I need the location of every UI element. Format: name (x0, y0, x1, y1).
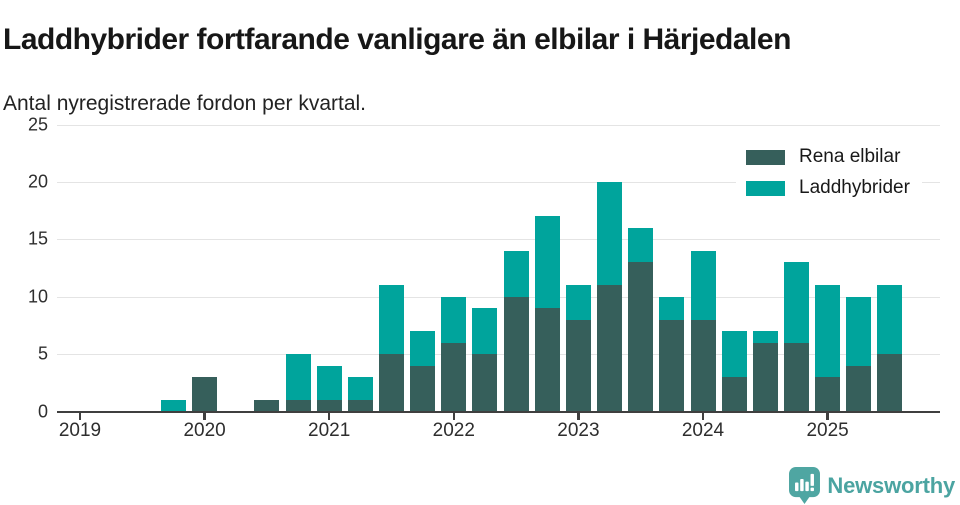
bar-2022-q2-laddhybrider (472, 308, 498, 355)
bar-2021-q2-laddhybrider (347, 377, 373, 400)
brand-footer: Newsworthy (789, 467, 955, 504)
bar-2024-q2-rena-elbilar (721, 377, 747, 412)
bar-2022-q1-rena-elbilar (441, 342, 467, 412)
bar-2023-q2-rena-elbilar (597, 285, 623, 412)
bar-2022-q4-laddhybrider (534, 216, 560, 309)
bar-2019-q4-laddhybrider (160, 400, 186, 412)
x-axis-label-2021: 2021 (308, 419, 351, 441)
bar-2022-q2-rena-elbilar (472, 354, 498, 412)
legend-swatch-rena-elbilar (746, 149, 785, 165)
bar-2021-q4-rena-elbilar (410, 365, 436, 412)
bar-2020-q4-laddhybrider (285, 354, 311, 400)
x-axis-tick-2019 (78, 413, 82, 420)
bar-2023-q2-laddhybrider (597, 181, 623, 286)
bar-2020-q4-rena-elbilar (285, 400, 311, 412)
bar-2025-q3-laddhybrider (877, 285, 903, 355)
bar-2021-q1-laddhybrider (316, 365, 342, 401)
gridline-y15 (57, 239, 940, 241)
bar-2025-q2-laddhybrider (846, 296, 872, 366)
legend-item-laddhybrider: Laddhybrider (746, 177, 910, 199)
bar-2022-q1-laddhybrider (441, 296, 467, 343)
y-axis-label-5: 5 (37, 343, 48, 364)
bar-2021-q2-rena-elbilar (347, 400, 373, 412)
gridline-y5 (57, 354, 940, 356)
x-axis-tick-2025 (826, 413, 829, 420)
bar-2023-q1-laddhybrider (565, 285, 591, 320)
newsworthy-logo-icon (789, 467, 821, 504)
bar-2023-q3-laddhybrider (628, 227, 654, 263)
legend-swatch-laddhybrider (746, 180, 785, 196)
bar-2022-q4-rena-elbilar (534, 308, 560, 412)
x-axis-label-2019: 2019 (58, 419, 102, 441)
x-axis-label-2025: 2025 (806, 419, 849, 441)
x-axis-label-2022: 2022 (432, 419, 475, 441)
bar-2021-q1-rena-elbilar (316, 400, 342, 412)
x-axis-tick-2022 (452, 413, 456, 420)
legend-label: Rena elbilar (799, 146, 901, 167)
chart-legend: Rena elbilar Laddhybrider (736, 139, 922, 206)
bar-2025-q1-rena-elbilar (815, 377, 841, 412)
bar-2023-q3-rena-elbilar (628, 262, 654, 412)
gridline-y20 (57, 181, 940, 183)
x-axis-label-2024: 2024 (681, 419, 725, 441)
bar-2024-q3-rena-elbilar (752, 342, 778, 412)
bar-2025-q3-rena-elbilar (877, 354, 903, 412)
legend-label: Laddhybrider (799, 177, 910, 198)
bar-2020-q1-rena-elbilar (192, 377, 218, 412)
bar-2025-q2-rena-elbilar (846, 365, 872, 412)
bar-2024-q4-rena-elbilar (783, 342, 809, 412)
x-axis-tick-2024 (701, 413, 705, 420)
bar-2025-q1-laddhybrider (815, 285, 841, 378)
gridline-y10 (57, 296, 940, 298)
gridline-y25 (57, 124, 940, 126)
bar-2024-q4-laddhybrider (783, 262, 809, 343)
x-axis-tick-2020 (203, 413, 206, 420)
bar-2022-q3-rena-elbilar (503, 296, 529, 412)
bar-2024-q1-rena-elbilar (690, 319, 716, 412)
bar-2023-q1-rena-elbilar (565, 319, 591, 412)
bar-2024-q2-laddhybrider (721, 331, 747, 378)
x-axis-tick-2021 (327, 413, 331, 420)
y-axis-label-20: 20 (27, 171, 48, 192)
x-axis-line (57, 410, 940, 413)
bar-2022-q3-laddhybrider (503, 250, 529, 297)
bar-2020-q3-rena-elbilar (254, 400, 280, 412)
y-axis-label-10: 10 (27, 286, 48, 307)
x-axis-label-2020: 2020 (183, 419, 226, 441)
chart-subtitle: Antal nyregistrerade fordon per kvartal. (3, 92, 367, 115)
legend-item-rena-elbilar: Rena elbilar (746, 146, 910, 168)
bar-2021-q4-laddhybrider (410, 331, 436, 366)
x-axis-tick-2023 (577, 413, 580, 420)
bar-2023-q4-rena-elbilar (659, 319, 685, 412)
y-axis-label-0: 0 (37, 401, 48, 421)
chart-title: Laddhybrider fortfarande vanligare än el… (3, 23, 791, 57)
brand-name: Newsworthy (827, 472, 955, 498)
bar-2023-q4-laddhybrider (659, 296, 685, 320)
bar-2024-q3-laddhybrider (752, 331, 778, 343)
bar-2021-q3-rena-elbilar (379, 354, 404, 412)
y-axis-label-25: 25 (27, 114, 48, 134)
bar-2021-q3-laddhybrider (379, 285, 404, 355)
bar-2024-q1-laddhybrider (690, 250, 716, 320)
y-axis-label-15: 15 (27, 228, 48, 249)
x-axis-label-2023: 2023 (557, 419, 600, 441)
